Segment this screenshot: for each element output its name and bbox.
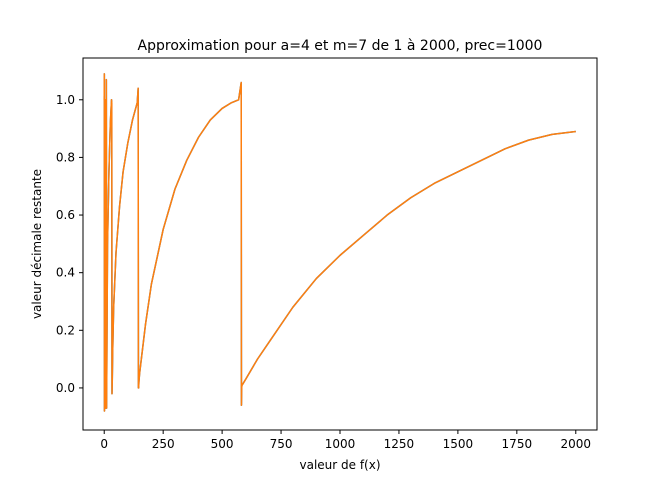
x-tick-label: 750 (270, 437, 293, 451)
y-tick-label: 1.0 (56, 93, 75, 107)
x-axis-label: valeur de f(x) (299, 458, 380, 472)
y-tick-label: 0.4 (56, 266, 75, 280)
x-tick-label: 500 (211, 437, 234, 451)
plot-area (83, 58, 597, 430)
y-tick-label: 0.6 (56, 208, 75, 222)
x-tick-label: 2000 (561, 437, 592, 451)
y-tick-label: 0.0 (56, 381, 75, 395)
series-line-2 (103, 73, 576, 412)
chart-title: Approximation pour a=4 et m=7 de 1 à 200… (138, 38, 543, 54)
y-tick-label: 0.2 (56, 323, 75, 337)
x-tick-label: 1500 (443, 437, 474, 451)
series-layer (103, 73, 576, 412)
y-axis-label: valeur décimale restante (30, 169, 44, 319)
x-tick-label: 1250 (384, 437, 415, 451)
x-tick-label: 1750 (502, 437, 533, 451)
x-tick-label: 1000 (325, 437, 356, 451)
x-tick-label: 250 (152, 437, 175, 451)
x-tick-label: 0 (100, 437, 108, 451)
y-axis-ticks: 0.0 0.2 0.4 0.6 0.8 1.0 (56, 93, 83, 395)
x-axis-ticks: 0 250 500 750 1000 1250 1500 1750 2000 (100, 430, 591, 451)
y-tick-label: 0.8 (56, 150, 75, 164)
